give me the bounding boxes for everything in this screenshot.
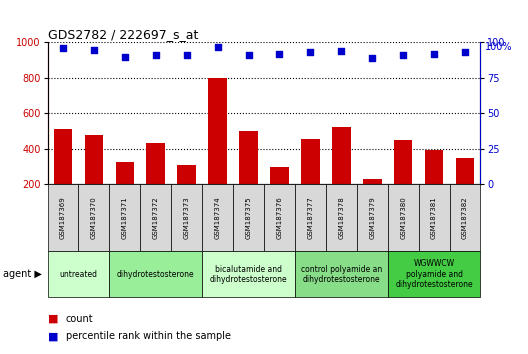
Text: GSM187382: GSM187382 — [462, 196, 468, 239]
Bar — [388, 184, 419, 251]
Text: GSM187380: GSM187380 — [400, 196, 406, 239]
Bar — [301, 139, 319, 219]
Point — [430, 51, 438, 57]
Text: 100%: 100% — [485, 42, 512, 52]
Point — [368, 55, 376, 61]
Point — [399, 52, 408, 58]
Bar — [233, 184, 264, 251]
Text: GSM187379: GSM187379 — [369, 196, 375, 239]
Bar — [449, 184, 480, 251]
Point — [461, 50, 469, 55]
Point — [90, 47, 98, 52]
Text: GSM187370: GSM187370 — [91, 196, 97, 239]
Text: bicalutamide and
dihydrotestosterone: bicalutamide and dihydrotestosterone — [210, 265, 287, 284]
Bar — [116, 162, 134, 219]
Point — [244, 52, 253, 58]
Bar — [146, 143, 165, 219]
Bar — [140, 184, 171, 251]
Text: WGWWCW
polyamide and
dihydrotestosterone: WGWWCW polyamide and dihydrotestosterone — [395, 259, 473, 289]
Bar — [79, 184, 109, 251]
Text: GSM187375: GSM187375 — [246, 196, 251, 239]
Text: dihydrotestosterone: dihydrotestosterone — [117, 270, 195, 279]
Bar — [177, 165, 196, 219]
Text: percentile rank within the sample: percentile rank within the sample — [66, 331, 231, 341]
Text: untreated: untreated — [60, 270, 98, 279]
Text: agent ▶: agent ▶ — [3, 269, 42, 279]
Bar — [48, 251, 109, 297]
Point — [275, 51, 284, 57]
Bar — [270, 167, 289, 219]
Point — [152, 52, 160, 58]
Text: count: count — [66, 314, 93, 324]
Point — [213, 44, 222, 50]
Text: GSM187374: GSM187374 — [214, 196, 221, 239]
Text: GSM187376: GSM187376 — [277, 196, 282, 239]
Bar — [456, 159, 474, 219]
Bar — [109, 251, 202, 297]
Text: control polyamide an
dihydrotestosterone: control polyamide an dihydrotestosterone — [300, 265, 382, 284]
Point — [337, 48, 345, 54]
Text: GSM187372: GSM187372 — [153, 196, 159, 239]
Text: GSM187377: GSM187377 — [307, 196, 314, 239]
Bar — [264, 184, 295, 251]
Bar — [419, 184, 449, 251]
Bar — [209, 78, 227, 219]
Bar — [388, 251, 480, 297]
Point — [59, 45, 67, 51]
Bar — [109, 184, 140, 251]
Bar — [295, 184, 326, 251]
Bar — [357, 184, 388, 251]
Text: GSM187369: GSM187369 — [60, 196, 66, 239]
Bar — [202, 251, 295, 297]
Text: ■: ■ — [48, 314, 58, 324]
Bar — [48, 184, 79, 251]
Bar — [425, 150, 444, 219]
Bar — [54, 129, 72, 219]
Bar — [394, 140, 412, 219]
Bar — [84, 136, 103, 219]
Point — [306, 50, 315, 55]
Text: GSM187378: GSM187378 — [338, 196, 344, 239]
Bar — [239, 131, 258, 219]
Point — [120, 54, 129, 59]
Text: GSM187371: GSM187371 — [122, 196, 128, 239]
Text: GSM187381: GSM187381 — [431, 196, 437, 239]
Point — [183, 52, 191, 58]
Bar — [332, 127, 351, 219]
Text: GSM187373: GSM187373 — [184, 196, 190, 239]
Bar — [202, 184, 233, 251]
Bar — [363, 179, 382, 219]
Text: GDS2782 / 222697_s_at: GDS2782 / 222697_s_at — [48, 28, 198, 41]
Bar — [171, 184, 202, 251]
Text: ■: ■ — [48, 331, 58, 341]
Bar — [326, 184, 357, 251]
Bar — [295, 251, 388, 297]
